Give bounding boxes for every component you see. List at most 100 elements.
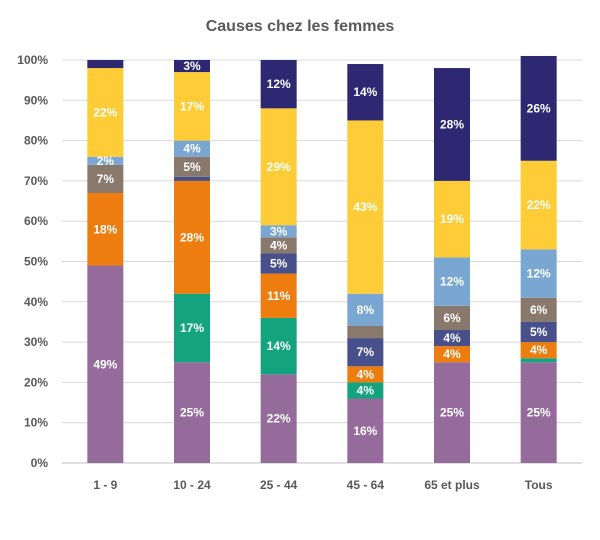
data-label: 4% — [183, 142, 201, 156]
data-label: 25% — [180, 406, 204, 420]
x-tick-label: 65 et plus — [424, 478, 480, 492]
bar-segment — [347, 398, 384, 463]
bar-segment — [87, 164, 124, 193]
y-tick-label: 70% — [24, 174, 48, 188]
bar-segment — [260, 317, 297, 375]
bar-segment — [347, 366, 384, 383]
data-label: 6% — [530, 303, 548, 317]
bar-segment — [260, 60, 297, 109]
bar-segment — [260, 225, 297, 238]
data-label: 11% — [267, 289, 291, 303]
data-label: 7% — [97, 172, 115, 186]
data-label: 2% — [97, 154, 115, 168]
bar-segment — [520, 160, 557, 250]
bar-segment — [520, 297, 557, 322]
y-tick-label: 100% — [17, 53, 48, 67]
bar-segment — [87, 265, 124, 463]
data-label: 5% — [530, 325, 548, 339]
data-label: 43% — [353, 200, 377, 214]
data-label: 19% — [440, 212, 464, 226]
bar-segment — [347, 64, 384, 121]
bar-segment — [347, 325, 384, 339]
data-label: 6% — [443, 311, 461, 325]
y-tick-label: 80% — [24, 134, 48, 148]
y-tick-label: 50% — [24, 255, 48, 269]
data-label: 4% — [270, 238, 288, 252]
x-tick-label: Tous — [525, 478, 553, 492]
data-label: 26% — [527, 101, 551, 115]
data-label: 4% — [530, 343, 548, 357]
bar-segment — [434, 257, 470, 306]
bar-segment — [174, 176, 210, 181]
data-label: 28% — [440, 117, 464, 131]
y-axis-tick-labels: 0% 10% 20% 30% 40% 50% 60% 70% 80% 90% 100% — [17, 53, 48, 470]
bar-segment — [520, 362, 557, 463]
data-label: 5% — [183, 160, 201, 174]
bar-segment — [174, 140, 210, 157]
bar-segment — [520, 55, 557, 161]
data-label: 12% — [440, 275, 464, 289]
y-tick-label: 40% — [24, 295, 48, 309]
data-label: 12% — [527, 267, 551, 281]
data-label: 16% — [353, 424, 377, 438]
data-label: 14% — [353, 85, 377, 99]
y-tick-label: 0% — [31, 456, 49, 470]
bar-segment — [520, 358, 557, 363]
bar-segment — [174, 180, 210, 294]
x-axis-tick-labels: 1 - 9 10 - 24 25 - 44 45 - 64 65 et plus Tous — [93, 478, 553, 492]
y-tick-label: 90% — [24, 93, 48, 107]
bar-segment — [434, 362, 470, 463]
data-label: 22% — [93, 105, 117, 119]
bar-segment — [260, 237, 297, 254]
bar-segment — [347, 382, 384, 399]
data-label: 3% — [270, 224, 288, 238]
chart-title: Causes chez les femmes — [206, 18, 395, 35]
bar-segment — [87, 192, 124, 266]
data-label: 49% — [93, 357, 117, 371]
bar-segment — [260, 108, 297, 226]
bar-segment — [260, 273, 297, 318]
bar-segment — [434, 305, 470, 331]
bars — [87, 55, 557, 463]
data-label: 7% — [357, 345, 375, 359]
data-label: 25% — [527, 406, 551, 420]
bar-segment — [174, 72, 210, 141]
data-label: 25% — [440, 406, 464, 420]
data-label: 4% — [443, 347, 461, 361]
y-tick-label: 60% — [24, 214, 48, 228]
x-tick-label: 1 - 9 — [93, 478, 117, 492]
bar-segment — [174, 60, 210, 73]
data-label: 22% — [267, 412, 291, 426]
x-tick-label: 25 - 44 — [260, 478, 298, 492]
bar-segment — [174, 293, 210, 363]
bar-segment — [434, 330, 470, 347]
data-label: 22% — [527, 198, 551, 212]
data-label: 18% — [93, 222, 117, 236]
data-label: 8% — [357, 303, 375, 317]
x-tick-label: 10 - 24 — [173, 478, 211, 492]
bar-segment — [434, 180, 470, 258]
gridlines — [62, 59, 582, 464]
bar-segment — [87, 156, 124, 165]
x-tick-label: 45 - 64 — [347, 478, 385, 492]
data-label: 28% — [180, 230, 204, 244]
bar-segment — [260, 253, 297, 274]
y-tick-label: 10% — [24, 416, 48, 430]
bar-segment — [520, 321, 557, 343]
bar-segment — [520, 249, 557, 298]
bar-segment — [434, 68, 470, 181]
bar-segment — [87, 68, 124, 157]
data-label: 4% — [357, 367, 375, 381]
data-label: 5% — [270, 257, 288, 271]
data-label: 4% — [443, 331, 461, 345]
data-labels: 49% 18% 7% 2% 22% 25% 17% 28% 5% 4% 17% 3% 22% 14% 11%… — [93, 59, 551, 438]
data-label: 3% — [183, 59, 201, 73]
y-tick-label: 30% — [24, 335, 48, 349]
data-label: 17% — [180, 99, 204, 113]
bar-segment — [174, 156, 210, 177]
bar-segment — [434, 346, 470, 363]
bar-segment — [520, 342, 557, 359]
bar-segment — [347, 338, 384, 367]
data-label: 4% — [357, 383, 375, 397]
